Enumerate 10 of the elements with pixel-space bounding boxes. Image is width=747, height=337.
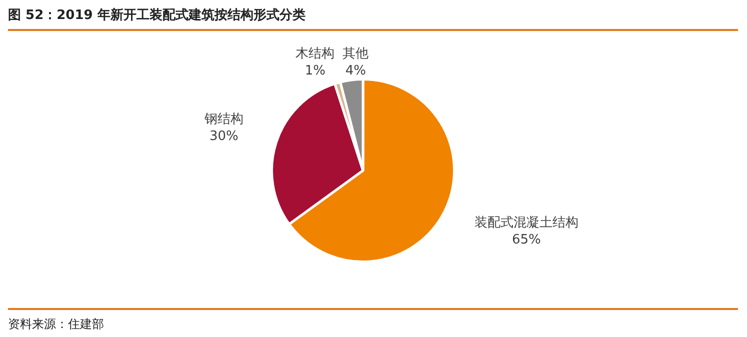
data-label: 4% (345, 64, 366, 79)
slice-label: 其他 (342, 46, 369, 62)
slice-label: 装配式混凝土结构 (474, 216, 578, 231)
slice-label: 木结构 (296, 46, 335, 62)
data-label: 1% (304, 64, 326, 79)
text: 资料来源：住建部 (8, 308, 738, 333)
data-label: 65% (512, 232, 541, 248)
chart-title: 图 52：2019 年新开工装配式建筑按结构形式分类 (8, 6, 738, 31)
slice-label: 钢结构 (203, 112, 244, 127)
data-label: 30% (209, 128, 238, 144)
